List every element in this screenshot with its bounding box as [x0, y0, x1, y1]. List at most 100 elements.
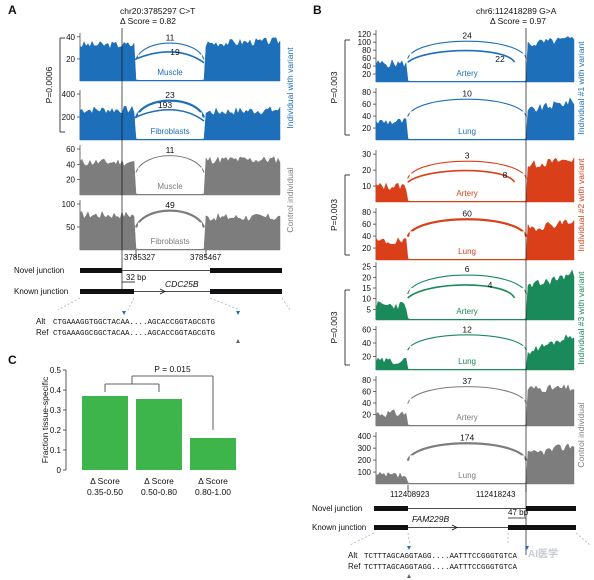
panel-a-track-1-tissue-label: Muscle	[157, 68, 183, 77]
panel-a-alt-label: Alt	[36, 317, 46, 326]
panel-b-track-6-ytick-label: 60	[362, 326, 371, 335]
panel-a-track-4: 50 100 49 Fibroblasts	[62, 200, 281, 251]
panel-b-track-8: 100 200 300 400 174 Lung	[358, 432, 575, 485]
panel-b-track-5-ytick-label: 20	[362, 273, 371, 282]
panel-b-track-7-ytick-label: 60	[362, 388, 371, 397]
panel-b-group-2: Individual #2 with variant	[576, 158, 586, 252]
panel-b-track-4: 20 40 60 80 60 Lung	[362, 208, 575, 261]
panel-a-track-2-tissue-label: Fibroblasts	[150, 127, 189, 136]
panel-a-track-1-arc-count-2: 19	[170, 47, 180, 57]
panel-b-track-3: 10 20 30 3 8 Artery	[362, 150, 575, 203]
panel-a-ref-seq: CTGAAAGGCGGCTACAA....AGCACCGGTAGCGTG	[53, 330, 216, 338]
panel-c-ytick-label: 0.1	[50, 446, 62, 455]
panel-a-track-4-ytick-label: 100	[62, 200, 76, 209]
panel-c-category-2-line2: 0.50-0.80	[141, 487, 177, 497]
panel-b-track-7-arc-count-1: 37	[462, 376, 472, 386]
panel-b-connector-far	[575, 532, 591, 546]
panel-b-track-6-arc-count-1: 12	[462, 325, 472, 335]
panel-b-ref-seq: TCTTTAGCAGGTAGG....AATTTCCGGGTGTCA	[364, 564, 518, 572]
panel-c-ytick-label: 0.5	[50, 366, 62, 375]
panel-b-track-1-ytick-label: 40	[362, 62, 371, 71]
panel-a-known-arrow	[159, 288, 166, 295]
panel-a-label: A	[8, 3, 17, 17]
panel-b-alt-label: Alt	[348, 551, 358, 560]
panel-b-track-5-arc-count-1: 6	[465, 264, 470, 274]
panel-b-track-7-ytick-label: 40	[362, 399, 371, 408]
panel-b-track-3-tissue-label: Artery	[456, 189, 477, 198]
panel-c-category-3-line2: 0.80-1.00	[195, 487, 231, 497]
panel-b-track-8-ytick-label: 200	[358, 456, 372, 465]
panel-a-track-2-ytick-label: 400	[62, 90, 76, 99]
panel-b-variant: chr6:112418289 G>A	[476, 6, 557, 16]
panel-b-track-6: 20 40 60 12 Lung	[362, 325, 575, 371]
panel-b-track-5-ytick-label: 5	[367, 305, 372, 314]
panel-a-gene: CDC25B	[165, 279, 199, 289]
panel-b-track-2-tissue-label: Lung	[458, 127, 476, 136]
panel-b-track-1-ytick-label: 120	[358, 30, 372, 39]
panel-b-ref-marker	[407, 574, 411, 578]
panel-b-track-6-tissue-label: Lung	[458, 357, 476, 366]
panel-b-pvalue-1: P=0.003	[329, 71, 339, 103]
panel-c-ytick-label: 0.2	[50, 426, 62, 435]
panel-b-track-1-arc-count-1: 24	[462, 30, 472, 40]
panel-a-track-3-arc-count-1: 11	[166, 145, 175, 155]
panel-a-alt-marker	[122, 311, 126, 315]
panel-b-track-1-ytick-label: 60	[362, 54, 371, 63]
panel-b-novel-exon-right	[526, 506, 576, 511]
panel-b-track-5-arc-count-2: 4	[488, 280, 493, 290]
panel-b-track-3-intron-gap	[409, 173, 525, 201]
panel-a-track-3-intron-gap	[138, 167, 202, 194]
panel-a-alt-marker-2	[236, 311, 240, 315]
panel-a-connector-left	[57, 297, 81, 311]
panel-a-variant: chr20:3785297 C>T	[120, 6, 195, 16]
panel-a-track-3-ytick-label: 60	[66, 145, 75, 154]
panel-a-track-3-tissue-label: Muscle	[157, 182, 183, 191]
panel-a-ref-marker	[236, 339, 240, 343]
panel-b-track-5-ytick-label: 15	[362, 284, 371, 293]
panel-a-alt-seq: CTGAAAGGTGGCTACAA....AGCACCGGTAGCGTG	[53, 319, 216, 327]
panel-b-group-1: Individual #1 with variant	[576, 41, 586, 135]
panel-b-track-6-ytick-label: 40	[362, 339, 371, 348]
panel-b-track-3-ytick-label: 20	[362, 166, 371, 175]
panel-b-track-8-ytick-label: 400	[358, 432, 372, 441]
panel-a-track-4-arc-count-1: 49	[165, 200, 175, 210]
panel-c-category-2-line1: Δ Score	[144, 476, 174, 486]
panel-a-track-2-arc-novel	[127, 108, 205, 122]
panel-a-bp-label: 32 bp	[126, 273, 147, 282]
panel-b-track-7-ytick-label: 20	[362, 411, 371, 420]
panel-b-novel-label: Novel junction	[312, 504, 362, 513]
panel-b-track-2-arc-count-1: 10	[462, 88, 472, 98]
panel-a-known-exon-left	[80, 289, 134, 294]
watermark: AI医学	[528, 547, 558, 560]
panel-a-track-1-arc-novel	[127, 51, 205, 64]
panel-a-known-exon-right	[210, 289, 282, 294]
panel-b-label: B	[313, 3, 322, 17]
panel-b-bp-label: 47 bp	[508, 508, 529, 517]
panel-b-track-5-tissue-label: Artery	[456, 307, 477, 316]
panel-b-track-7-tissue-label: Artery	[456, 413, 477, 422]
panel-c-label: C	[8, 353, 17, 367]
panel-a-connector-right	[209, 297, 241, 311]
panel-b-score: Δ Score = 0.97	[490, 16, 546, 26]
panel-b-novel-exon-left	[374, 506, 408, 511]
panel-b-track-2-ytick-label: 40	[362, 112, 371, 121]
panel-c-bar-3	[190, 438, 236, 470]
panel-b-track-1-arc-novel	[407, 49, 516, 63]
panel-b-track-5-intron-gap	[409, 288, 525, 319]
panel-b-pvalue-3: P=0.003	[329, 311, 339, 343]
panel-a-track-2-arc-count-2: 193	[158, 100, 172, 110]
panel-c-bar-1	[82, 396, 128, 470]
panel-a-coord-left: 3785327	[124, 253, 156, 262]
panel-b-track-3-arc-novel	[407, 169, 516, 183]
panel-a-pvalue: P=0.0006	[44, 66, 54, 103]
panel-b-track-3-arc-count-1: 3	[465, 150, 470, 160]
panel-c-ytick-label: 0.3	[50, 406, 62, 415]
panel-c-pvalue: P = 0.015	[154, 364, 191, 374]
panel-b-alt-marker-2	[525, 546, 529, 550]
panel-b-track-3-arc-count-2: 8	[503, 170, 508, 180]
panel-b-track-1-ytick-label: 20	[362, 70, 371, 79]
panel-b-track-5-ytick-label: 25	[362, 263, 371, 272]
panel-a-track-1-ytick-label: 20	[66, 55, 75, 64]
panel-b-known-arrow	[451, 524, 458, 531]
panel-b-track-2-ytick-label: 60	[362, 100, 371, 109]
